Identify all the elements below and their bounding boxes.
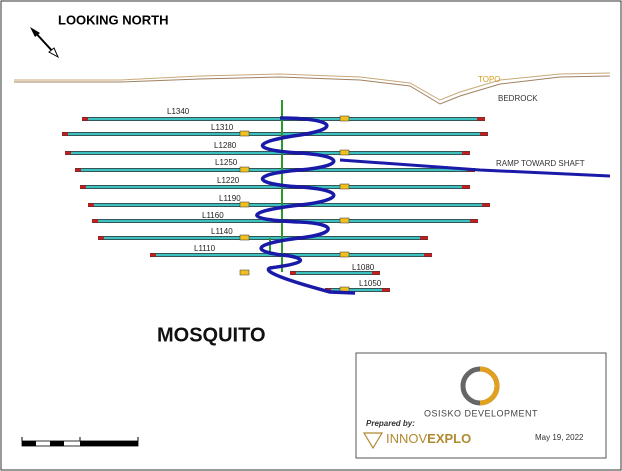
level-label: L1050: [359, 279, 382, 288]
sump: [239, 269, 250, 276]
date: May 19, 2022: [535, 433, 584, 442]
topography: [14, 72, 611, 105]
innovexplo-logo: INNOVEXPLO: [386, 431, 471, 446]
level-label: L1190: [219, 194, 241, 203]
sump: [339, 251, 350, 258]
ramp: [255, 116, 356, 295]
innovexplo-mark: [362, 432, 384, 450]
view-title: LOOKING NORTH: [58, 12, 169, 27]
level-label: L1080: [352, 263, 375, 272]
logo-bold: EXPLO: [427, 431, 471, 446]
company-name: OSISKO DEVELOPMENT: [424, 408, 538, 418]
level-label: L1160: [202, 211, 224, 220]
level-label: L1140: [211, 227, 233, 236]
sump: [339, 115, 350, 122]
sump: [239, 234, 250, 241]
level-label: L1250: [215, 158, 238, 167]
level-label: L1110: [194, 244, 216, 253]
level-label: L1220: [217, 176, 240, 185]
sump: [239, 130, 250, 137]
sump: [339, 183, 350, 190]
bedrock-label: BEDROCK: [498, 94, 538, 103]
level-label: L1340: [167, 107, 190, 116]
topo-label: TOPO: [478, 75, 501, 84]
level-label: L1280: [214, 141, 237, 150]
project-name: MOSQUITO: [157, 324, 266, 346]
sump: [239, 201, 250, 208]
ramp-toward-shaft: [339, 158, 611, 178]
north-arrow: [30, 27, 60, 59]
sump: [339, 217, 350, 224]
sump: [339, 149, 350, 156]
prepared-by: Prepared by:: [366, 419, 415, 428]
logo-light: INNOV: [386, 431, 428, 446]
scale-bar: [21, 437, 139, 447]
ramp-label: RAMP TOWARD SHAFT: [496, 159, 585, 168]
sump: [239, 166, 250, 173]
level-label: L1310: [211, 123, 234, 132]
osisko-logo: [460, 366, 500, 406]
